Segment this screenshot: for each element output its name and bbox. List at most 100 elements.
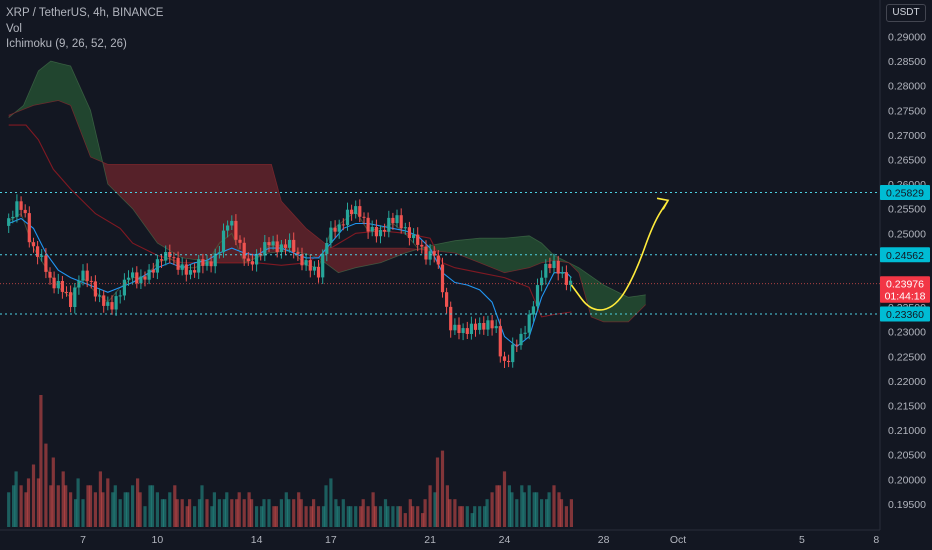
lagging-span bbox=[8, 210, 419, 303]
candle-body bbox=[482, 323, 486, 330]
price-tick-label: 0.25000 bbox=[888, 228, 926, 240]
candle-body bbox=[428, 251, 432, 260]
volume-bar bbox=[440, 450, 445, 527]
price-tick-label: 0.29000 bbox=[888, 32, 926, 44]
volume-bar bbox=[396, 506, 400, 527]
candle-body bbox=[172, 257, 176, 259]
candle-body bbox=[176, 257, 180, 270]
candle-body bbox=[374, 227, 378, 237]
volume-bar bbox=[222, 499, 226, 527]
volume-bar bbox=[423, 499, 427, 527]
volume-bar bbox=[470, 513, 474, 527]
candle-body bbox=[552, 260, 556, 268]
volume-bar bbox=[26, 478, 31, 527]
volume-bar bbox=[346, 506, 350, 527]
volume-bar bbox=[349, 506, 353, 527]
volume-bar bbox=[297, 492, 301, 527]
volume-bar bbox=[336, 506, 340, 527]
candle-body bbox=[366, 217, 370, 232]
candle-body bbox=[296, 252, 300, 254]
kumo-bullish bbox=[16, 61, 103, 163]
volume-bar bbox=[31, 464, 36, 527]
candle-body bbox=[358, 206, 362, 217]
volume-bar bbox=[230, 499, 234, 527]
candle-body bbox=[325, 243, 329, 254]
price-tick-label: 0.19500 bbox=[888, 499, 926, 511]
candle-body bbox=[465, 328, 469, 334]
volume-bar bbox=[304, 506, 308, 527]
volume-bar bbox=[69, 492, 73, 527]
candle-body bbox=[445, 292, 449, 307]
time-tick-label: 10 bbox=[152, 534, 164, 546]
volume-bar bbox=[483, 506, 487, 527]
candle-body bbox=[23, 209, 27, 214]
price-tick-label: 0.26500 bbox=[888, 155, 926, 167]
volume-bar bbox=[274, 506, 278, 527]
candle-body bbox=[164, 252, 168, 261]
currency-unit-button[interactable]: USDT bbox=[886, 4, 926, 22]
volume-bar bbox=[175, 499, 179, 527]
volume-bar bbox=[76, 478, 80, 527]
senkou-span-b bbox=[8, 100, 646, 323]
volume-bar bbox=[445, 485, 449, 527]
price-tick-label: 0.21000 bbox=[888, 425, 926, 437]
volume-bar bbox=[292, 499, 296, 527]
price-axis[interactable]: 0.29000 0.28500 0.28000 0.27500 0.27000 0.265… bbox=[880, 32, 930, 511]
chart-legend: XRP / TetherUS, 4h, BINANCE Vol Ichimoku… bbox=[6, 6, 163, 53]
volume-bar bbox=[255, 506, 259, 527]
time-tick-label: 5 bbox=[799, 534, 805, 546]
indicator-ichimoku[interactable]: Ichimoku (9, 26, 52, 26) bbox=[6, 38, 127, 50]
volume-bar bbox=[197, 499, 202, 527]
indicator-volume[interactable]: Vol bbox=[6, 22, 22, 35]
volume-bar bbox=[361, 499, 365, 527]
forecast-arrow[interactable] bbox=[570, 197, 670, 311]
volume-bar bbox=[458, 506, 462, 527]
candle-body bbox=[569, 280, 573, 285]
forecast-curve bbox=[570, 199, 669, 311]
symbol-title[interactable]: XRP / TetherUS, 4h, BINANCE bbox=[6, 7, 164, 19]
candle-body bbox=[473, 323, 478, 330]
price-label-text: 0.23976 bbox=[886, 279, 924, 291]
horizontal-levels[interactable] bbox=[0, 192, 880, 315]
volume-bar bbox=[185, 506, 189, 527]
volume-bar bbox=[366, 506, 370, 527]
ichimoku-cloud bbox=[8, 60, 646, 323]
volume-bar bbox=[138, 492, 142, 527]
volume-bar bbox=[250, 499, 254, 527]
volume-bar bbox=[354, 506, 358, 527]
volume-bar bbox=[329, 478, 333, 527]
volume-bar bbox=[12, 485, 16, 527]
volume-bar bbox=[56, 485, 60, 527]
price-label-box bbox=[880, 287, 930, 303]
volume-bar bbox=[7, 492, 11, 527]
volume-bar bbox=[279, 499, 283, 527]
candle-body bbox=[321, 253, 325, 278]
candle-body bbox=[354, 206, 358, 214]
candle-body bbox=[407, 227, 411, 238]
volume-bar bbox=[131, 485, 135, 527]
time-tick-label: 17 bbox=[325, 534, 337, 546]
price-tick-label: 0.28000 bbox=[888, 81, 926, 93]
candle-body bbox=[292, 239, 296, 253]
volume-bar bbox=[44, 443, 48, 527]
price-tick-label: 0.25500 bbox=[888, 204, 926, 216]
time-axis[interactable]: 7 10 14 17 21 24 28 Oct 5 8 bbox=[80, 534, 879, 546]
volume-bar bbox=[98, 471, 102, 527]
candle-body bbox=[98, 295, 102, 297]
candle-body bbox=[106, 302, 110, 306]
price-label-box bbox=[880, 306, 930, 322]
candle-body bbox=[180, 264, 184, 270]
price-tick-label: 0.23000 bbox=[888, 327, 926, 339]
volume-bar bbox=[113, 485, 117, 527]
volume-bar bbox=[403, 513, 407, 527]
candle-body bbox=[288, 239, 292, 248]
volume-bar bbox=[428, 485, 432, 527]
candle-body bbox=[387, 217, 391, 232]
volume-bar bbox=[123, 492, 127, 527]
price-tick-label: 0.22500 bbox=[888, 351, 926, 363]
volume-bar bbox=[453, 499, 457, 527]
volume-bar bbox=[217, 499, 221, 527]
kumo-bearish bbox=[102, 162, 421, 273]
candle-body bbox=[308, 260, 312, 271]
